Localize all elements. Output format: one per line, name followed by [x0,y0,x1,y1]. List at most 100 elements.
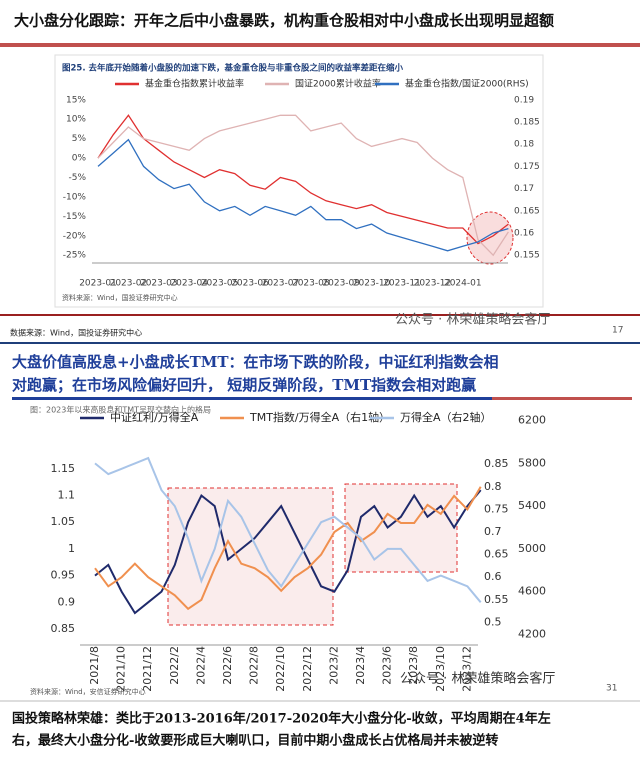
y2-tick-label: 0.17 [514,184,534,194]
legend-label: 基金重仓指数累计收益率 [145,78,244,90]
legend-label: 万得全A（右2轴） [400,410,492,424]
chart2-caption: 图：2023年以来高股息和TMT呈现交替向上的格局 [30,405,211,415]
y-tick-label: 1 [68,542,75,555]
watermark: 公众号 · 林荣雄策略会客厅 [400,671,555,687]
x-tick-label: 2023-03 [140,279,178,289]
y3-tick-label: 5800 [518,456,546,469]
series-line [94,489,482,615]
y3-tick-label: 5400 [518,499,546,512]
x-tick-label: 2023-12 [414,279,452,289]
x-tick-label: 2023-07 [262,279,300,289]
y-tick-label: -25% [63,251,87,261]
highlight-box [344,483,458,573]
bottom-text: 右，最终大小盘分化-收敛要形成巨大喇叭口，目前中期小盘成长占优格局并未被逆转 [11,733,498,749]
y3-tick-label: 5000 [518,542,546,555]
y-tick-label: 1.1 [58,488,76,501]
y-tick-label: 0% [72,154,87,164]
y2-tick-label: 0.5 [484,615,502,628]
y2-tick-label: 0.65 [484,548,509,561]
watermark: 公众号 · 林荣雄策略会客厅 [395,312,550,328]
series-line [94,486,482,611]
underline [492,397,632,400]
data-source: 数据来源：Wind，国投证券研究中心 [10,328,142,338]
page-number: 31 [606,684,617,694]
underline [12,397,492,400]
x-tick-label: 2022/10 [274,646,287,692]
y2-tick-label: 0.19 [514,95,534,105]
y-tick-label: 5% [72,134,87,144]
y2-tick-label: 0.8 [484,480,502,493]
x-tick-label: 2022/8 [248,646,261,685]
x-tick-label: 2023/6 [381,646,394,685]
divider [0,314,640,316]
y2-tick-label: 0.55 [484,593,509,606]
y3-tick-label: 6200 [518,414,546,427]
y3-tick-label: 4600 [518,585,546,598]
y-tick-label: -5% [68,173,86,183]
divider [0,342,640,344]
legend-label: TMT指数/万得全A（右1轴） [249,410,390,424]
x-tick-label: 2022/4 [194,646,207,685]
chart1-frame [54,54,544,308]
divider [0,700,640,702]
series-line [97,114,509,245]
chart2-source: 资料来源：Wind，安信证券研究中心 [30,687,146,696]
y2-tick-label: 0.185 [514,117,540,127]
x-tick-label: 2021/12 [141,646,154,692]
x-tick-label: 2022/6 [221,646,234,685]
y-tick-label: 0.85 [51,622,76,635]
x-tick-label: 2023/2 [327,646,340,685]
y2-tick-label: 0.7 [484,525,502,538]
y-tick-label: 1.05 [51,515,76,528]
mid-title: 对跑赢；在市场风险偏好回升， 短期反弹阶段，TMT指数会相对跑赢 [12,376,476,394]
chart1-caption: 图25. 去年底开始随着小盘股的加速下跌，基金重仓股与非重仓股之间的收益率差距在… [62,63,404,74]
y3-tick-label: 4200 [518,627,546,640]
y-tick-label: -20% [63,231,87,241]
y2-tick-label: 0.18 [514,140,534,150]
y2-tick-label: 0.75 [484,502,509,515]
legend-label: 基金重仓指数/国证2000(RHS) [405,78,529,90]
x-tick-label: 2023-06 [231,279,269,289]
bottom-text: 国投策略林荣雄：类比于2013-2016年/2017-2020年大小盘分化-收敛… [12,711,551,727]
x-tick-label: 2023-02 [110,279,148,289]
series-line [94,456,482,603]
legend-label: 国证2000累计收益率 [295,78,381,90]
x-tick-label: 2023-10 [353,279,391,289]
series-line [97,138,509,252]
x-tick-label: 2023-01 [79,279,117,289]
x-tick-label: 2021/10 [115,646,128,692]
x-tick-label: 2021/8 [88,646,101,685]
chart1-source: 资料来源：Wind，国投证券研究中心 [62,293,178,302]
x-tick-label: 2022/2 [168,646,181,685]
y2-tick-label: 0.85 [484,457,509,470]
title-bar [0,43,640,47]
x-tick-label: 2022/12 [301,646,314,692]
y2-tick-label: 0.175 [514,162,540,172]
x-tick-label: 2023-05 [201,279,239,289]
x-tick-label: 2023-11 [383,279,421,289]
y2-tick-label: 0.165 [514,206,540,216]
x-tick-label: 2024-01 [444,279,482,289]
y-tick-label: -15% [63,212,87,222]
y2-tick-label: 0.6 [484,570,502,583]
x-tick-label: 2023-08 [292,279,330,289]
x-tick-label: 2023/12 [460,646,473,692]
x-tick-label: 2023/4 [354,646,367,685]
y-tick-label: 0.9 [58,595,76,608]
y-tick-label: 1.15 [51,462,76,475]
page-title: 大小盘分化跟踪：开年之后中小盘暴跌，机构重仓股相对中小盘成长出现明显超额 [14,12,554,30]
x-tick-label: 2023-04 [170,279,208,289]
y-tick-label: -10% [63,192,87,202]
legend-label: 中证红利/万得全A [110,410,199,424]
y2-tick-label: 0.155 [514,251,540,261]
y-tick-label: 10% [66,115,86,125]
y2-tick-label: 0.16 [514,229,534,239]
mid-title: 大盘价值高股息+小盘成长TMT：在市场下跌的阶段，中证红利指数会相 [12,353,499,371]
x-tick-label: 2023/10 [434,646,447,692]
x-tick-label: 2023-09 [322,279,360,289]
x-tick-label: 2023/8 [407,646,420,685]
page-number: 17 [612,326,623,336]
y-tick-label: 15% [66,95,86,105]
